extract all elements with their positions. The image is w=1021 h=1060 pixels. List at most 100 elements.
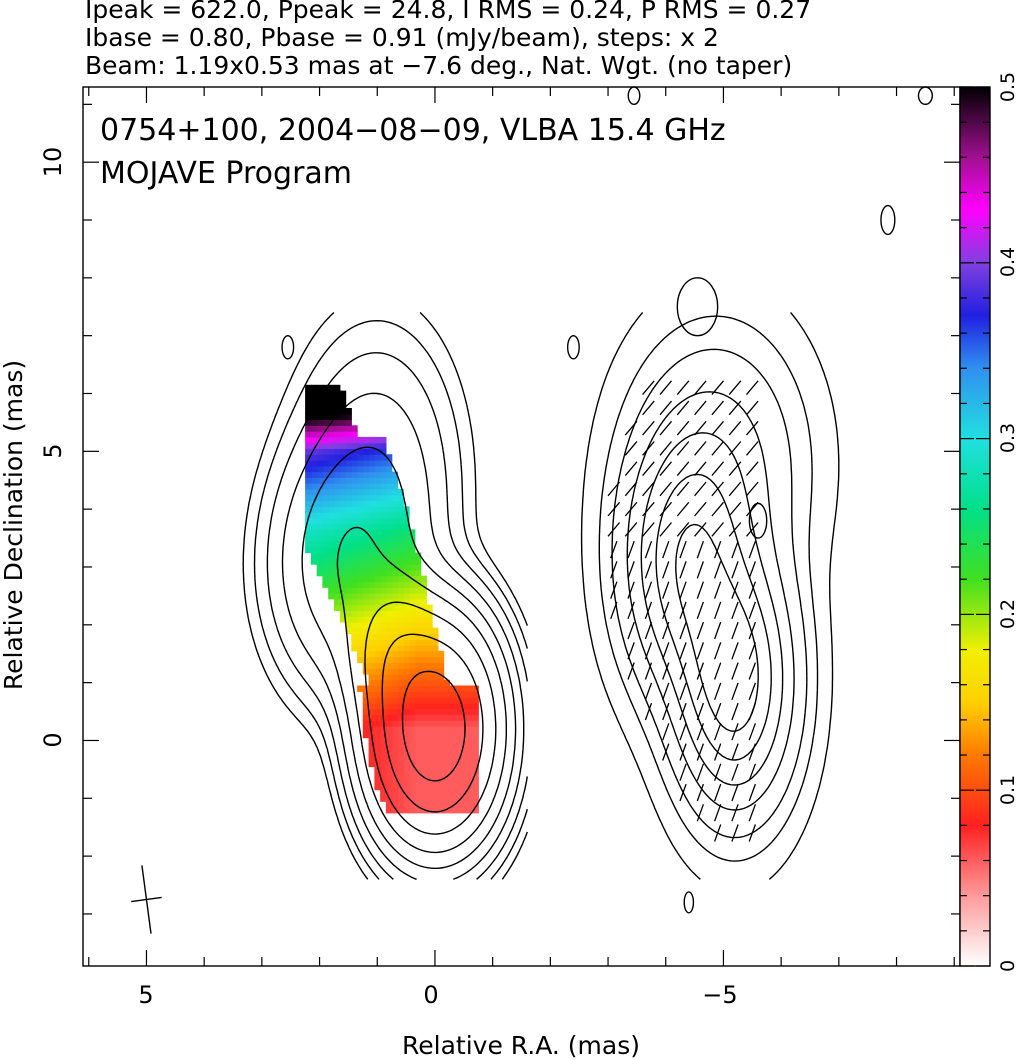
- polarization-pixel: [455, 754, 462, 762]
- polarization-pixel: [397, 546, 404, 554]
- polarization-pixel: [385, 460, 393, 467]
- polarization-pixel: [397, 656, 404, 663]
- evpa-vector: [679, 783, 687, 802]
- polarization-pixel: [345, 593, 352, 600]
- polarization-pixel: [426, 737, 433, 744]
- polarization-pixel: [374, 471, 381, 478]
- polarization-pixel: [403, 778, 410, 785]
- polarization-pixel: [397, 737, 404, 744]
- polarization-pixel: [368, 749, 375, 756]
- polarization-pixel: [426, 679, 433, 687]
- polarization-pixel: [391, 662, 399, 669]
- polarization-pixel: [449, 737, 456, 744]
- polarization-pixel: [368, 668, 375, 675]
- polarization-pixel: [420, 674, 427, 681]
- polarization-pixel: [339, 425, 347, 432]
- polarization-pixel: [322, 425, 329, 432]
- polarization-pixel: [368, 558, 375, 565]
- polarization-pixel: [443, 801, 450, 808]
- colorbar-label-0.3: 0.3: [997, 423, 1019, 453]
- polarization-pixel: [328, 488, 335, 496]
- polarization-pixel: [391, 749, 399, 756]
- evpa-vector: [746, 522, 759, 537]
- polarization-pixel: [374, 754, 381, 762]
- evpa-vector: [676, 420, 690, 436]
- polarization-pixel: [397, 564, 404, 571]
- polarization-pixel: [316, 506, 324, 513]
- polarization-pixel: [385, 494, 393, 502]
- polarization-pixel: [351, 500, 358, 507]
- polarization-pixel: [460, 772, 468, 779]
- polarization-pixel: [305, 384, 312, 392]
- polarization-pixel: [345, 523, 352, 530]
- polarization-pixel: [357, 523, 364, 530]
- evpa-vector: [642, 522, 655, 537]
- polarization-pixel: [351, 425, 358, 432]
- polarization-pixel: [339, 396, 347, 403]
- polarization-pixel: [420, 616, 427, 623]
- polarization-pixel: [339, 454, 347, 461]
- polarization-pixel: [455, 731, 462, 739]
- evpa-vector: [610, 561, 618, 579]
- polarization-pixel: [374, 587, 381, 594]
- x-tick-label-5: 5: [138, 981, 153, 1009]
- polarization-pixel: [414, 616, 422, 623]
- polarization-pixel: [403, 558, 410, 565]
- polarization-pixel: [385, 633, 393, 640]
- intensity-contour: [266, 352, 528, 880]
- polarization-pixel: [449, 783, 456, 791]
- polarization-pixel: [351, 598, 358, 606]
- evpa-vector: [696, 783, 705, 802]
- evpa-vector: [627, 662, 635, 680]
- evpa-vector: [676, 501, 690, 517]
- evpa-vector: [711, 481, 724, 497]
- evpa-vector: [679, 642, 687, 660]
- polarization-pixel: [328, 460, 335, 467]
- polarization-pixel: [426, 645, 433, 652]
- polarization-pixel: [391, 535, 399, 542]
- polarization-pixel: [362, 697, 370, 704]
- polarization-pixel: [351, 477, 358, 484]
- polarization-pixel: [316, 523, 324, 530]
- polarization-pixel: [432, 807, 439, 814]
- polarization-pixel: [334, 402, 341, 409]
- evpa-vector: [711, 420, 724, 436]
- polarization-pixel: [385, 517, 393, 525]
- polarization-pixel: [345, 512, 352, 519]
- polarization-pixel: [397, 535, 404, 542]
- polarization-pixel: [409, 720, 416, 727]
- polarization-pixel: [409, 697, 416, 704]
- polarization-pixel: [403, 726, 410, 733]
- polarization-contour: [611, 348, 808, 839]
- polarization-pixel: [420, 679, 427, 687]
- polarization-pixel: [334, 593, 341, 600]
- polarization-pixel: [374, 621, 381, 629]
- polarization-pixel: [426, 720, 433, 727]
- evpa-vector: [694, 461, 707, 477]
- polarization-pixel: [432, 633, 439, 640]
- polarization-pixel: [322, 402, 329, 409]
- polarization-pixel: [374, 726, 381, 733]
- intensity-contour: [364, 601, 497, 835]
- polarization-pixel: [385, 546, 393, 554]
- polarization-pixel: [443, 691, 450, 698]
- polarization-pixel: [328, 500, 335, 507]
- evpa-vector: [731, 561, 739, 579]
- evpa-vector: [662, 540, 670, 559]
- polarization-pixel: [368, 674, 375, 681]
- polarization-pixel: [414, 552, 422, 559]
- polarization-pixel: [391, 558, 399, 565]
- polarization-pixel: [449, 708, 456, 716]
- polarization-pixel: [472, 726, 479, 733]
- polarization-pixel: [432, 766, 439, 773]
- polarization-pixel: [455, 795, 462, 802]
- polarization-pixel: [460, 749, 468, 756]
- polarization-pixel: [310, 402, 318, 409]
- polarization-pixel: [357, 460, 364, 467]
- polarization-pixel: [385, 726, 393, 733]
- polarization-pixel: [397, 714, 404, 721]
- polarization-pixel: [368, 506, 375, 513]
- polarization-pixel: [310, 384, 318, 392]
- evpa-vector: [731, 783, 739, 802]
- polarization-pixel: [334, 384, 341, 392]
